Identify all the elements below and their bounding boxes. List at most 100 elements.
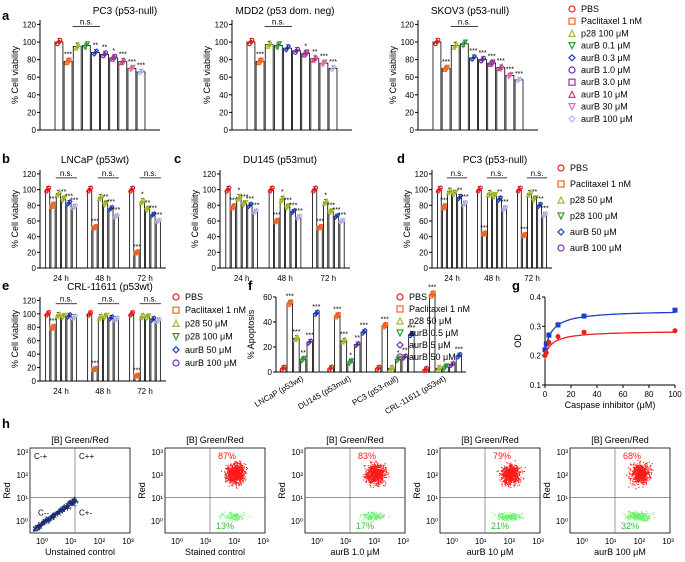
flow-event-dot [366, 478, 369, 480]
flow-event-dot [234, 465, 236, 467]
flow-event-dot [36, 527, 38, 529]
flow-event-dot [518, 478, 520, 480]
flow-event-dot [505, 514, 507, 516]
flow-event-dot [512, 518, 514, 520]
chart-a-bar [127, 68, 137, 131]
flow-event-dot [230, 464, 232, 466]
flow-event-dot [513, 470, 515, 472]
flow-event-dot [381, 472, 383, 474]
flow-event-dot [228, 485, 230, 487]
flow-event-dot [33, 526, 35, 528]
flow-event-dot [46, 518, 48, 520]
flow-event-dot [377, 518, 379, 520]
flow-event-dot [373, 463, 376, 465]
flow-event-dot [509, 472, 511, 474]
flow-event-dot [58, 512, 60, 514]
flow-event-dot [233, 476, 235, 478]
flow-event-dot [504, 475, 506, 477]
flow-event-dot [71, 504, 73, 506]
flow-event-dot [46, 519, 48, 521]
flow-event-dot [369, 469, 371, 471]
flow-event-dot [639, 513, 641, 515]
flow-event-dot [56, 510, 58, 512]
flow-event-dot [39, 527, 41, 529]
flow-event-dot [369, 521, 371, 523]
flow-event-dot [230, 463, 232, 465]
flow-event-dot [516, 474, 518, 477]
flow-event-dot [383, 480, 385, 482]
flow-event-dot [231, 465, 233, 467]
chart-c-data-point [280, 194, 287, 200]
chart-a2-ylabel: % Cell viability [202, 45, 212, 104]
flow-event-dot [41, 523, 43, 525]
chart-a-data-point [103, 50, 109, 55]
flow-event-dot [37, 528, 39, 530]
flow-event-dot [64, 510, 66, 512]
flow-event-dot [238, 485, 240, 487]
flow-event-dot [376, 467, 378, 469]
flow-event-dot [67, 505, 69, 507]
flow-event-dot [55, 511, 57, 513]
chart-d-ns-label: n.s. [531, 169, 544, 178]
flow-event-dot [50, 518, 52, 520]
chart-c-sig-label: *** [289, 202, 297, 209]
flow-event-dot [506, 516, 508, 518]
flow-event-dot [242, 479, 244, 481]
chart-a2-data-point [275, 43, 281, 49]
flow-event-dot [516, 478, 518, 480]
chart-b-sig-label: *** [149, 206, 157, 213]
flow-event-dot [238, 518, 240, 520]
flow-event-dot [374, 468, 376, 471]
flow-event-dot [377, 473, 379, 475]
chart-a3-bar [487, 62, 497, 131]
flow-event-dot [236, 480, 238, 482]
chart-b-bar [87, 189, 93, 269]
flow-event-dot [500, 473, 502, 475]
flow-event-dot [651, 472, 653, 474]
flow-xtick-label: 10³ [122, 537, 134, 546]
legend-a-marker [568, 17, 576, 25]
flow-event-dot [507, 485, 509, 487]
flow-event-dot [374, 473, 376, 475]
flow-event-dot [370, 471, 373, 473]
flow-event-dot [514, 475, 516, 477]
flow-event-dot [374, 517, 376, 519]
flow-event-dot [370, 486, 372, 488]
flow-event-dot [505, 480, 507, 482]
panel-letter-b: b [2, 151, 10, 166]
flow-event-dot [65, 506, 67, 508]
flow-event-dot [66, 509, 68, 511]
flow-event-dot [69, 503, 71, 505]
flow-event-dot [639, 478, 641, 480]
chart-g-ylabel: OD [513, 334, 523, 348]
flow-event-dot [375, 470, 377, 472]
flow-event-dot [232, 471, 234, 473]
flow-event-dot [381, 482, 383, 484]
flow-event-dot [645, 463, 647, 465]
chart-c-data-point [319, 224, 324, 229]
flow-event-dot [56, 514, 58, 516]
flow-event-dot [630, 512, 632, 514]
legend-a-label: aurB 10 μM [581, 89, 628, 99]
flow-event-dot [377, 516, 379, 519]
flow-event-dot [513, 516, 516, 518]
flow-event-dot [233, 513, 235, 515]
flow-event-dot [232, 472, 234, 474]
chart-b-data-point [88, 185, 94, 190]
flow-event-dot [240, 514, 242, 516]
flow-event-dot [249, 516, 251, 518]
flow-event-dot [376, 472, 378, 474]
flow-event-dot [508, 481, 510, 483]
flow-event-dot [367, 473, 369, 475]
flow-event-dot [42, 523, 44, 525]
flow-event-dot [363, 514, 365, 516]
flow-event-dot [241, 476, 243, 478]
flow-event-dot [48, 521, 50, 523]
flow-event-dot [380, 514, 382, 516]
flow-event-dot [67, 507, 69, 509]
flow-event-dot [368, 472, 370, 474]
flow-event-dot [643, 520, 645, 522]
flow-event-dot [510, 516, 512, 518]
chart-f-data-point [451, 360, 456, 366]
flow-event-dot [226, 475, 228, 477]
